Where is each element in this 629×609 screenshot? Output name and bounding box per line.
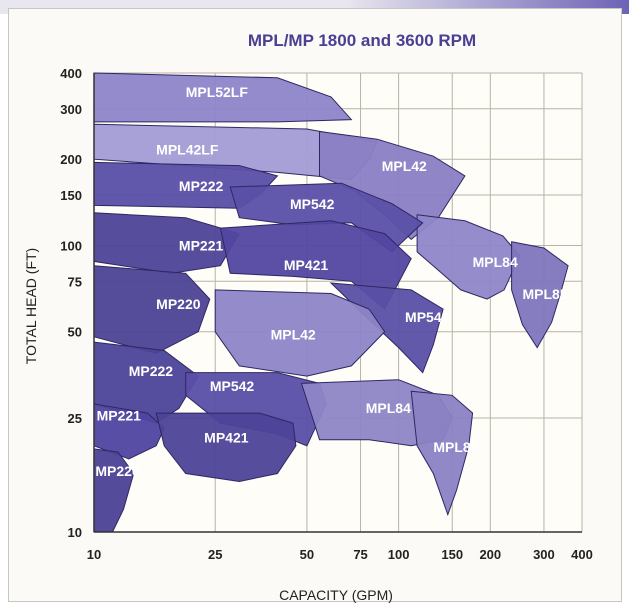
curve-label-mpl52lf: MPL52LF xyxy=(186,84,249,100)
curve-label-mp221: MP221 xyxy=(179,238,224,254)
curve-region-mpl84 xyxy=(416,214,521,300)
y-axis-label: TOTAL HEAD (FT) xyxy=(23,248,39,364)
y-tick-label: 100 xyxy=(60,238,82,253)
x-tick-label: 50 xyxy=(300,547,314,562)
y-tick-label: 200 xyxy=(60,152,82,167)
x-tick-label: 75 xyxy=(353,547,367,562)
curve-label-mpl42: MPL42 xyxy=(271,326,316,342)
curve-label-mpl42: MPL42 xyxy=(382,158,427,174)
curve-label-mp222: MP222 xyxy=(129,363,174,379)
x-tick-label: 150 xyxy=(441,547,463,562)
plot-area: MPL52LFMPL42LFMPL42MPL84MPL85MP222MP542M… xyxy=(60,66,593,562)
y-tick-label: 300 xyxy=(60,102,82,117)
curve-label-mpl85: MPL85 xyxy=(522,286,567,302)
y-tick-label: 10 xyxy=(68,525,82,540)
curve-region-mp421 xyxy=(155,412,297,483)
curve-label-mpl84: MPL84 xyxy=(473,254,518,270)
x-tick-label: 200 xyxy=(479,547,501,562)
curve-label-mp541: MP541 xyxy=(405,309,450,325)
curve-label-mpl84: MPL84 xyxy=(366,400,411,416)
x-tick-label: 300 xyxy=(533,547,555,562)
curve-region-mpl42 xyxy=(214,289,386,377)
x-tick-label: 100 xyxy=(388,547,410,562)
y-tick-label: 150 xyxy=(60,188,82,203)
chart-title: MPL/MP 1800 and 3600 RPM xyxy=(248,31,476,50)
curve-label-mpl42lf: MPL42LF xyxy=(156,141,219,157)
curve-label-mpl85: MPL85 xyxy=(433,439,478,455)
curve-label-mp542: MP542 xyxy=(290,196,335,212)
curve-region-mpl85 xyxy=(410,390,474,517)
curve-region-mpl85 xyxy=(511,241,569,349)
curve-label-mp221: MP221 xyxy=(97,408,142,424)
y-tick-label: 25 xyxy=(68,411,82,426)
y-tick-label: 75 xyxy=(68,274,82,289)
x-tick-label: 400 xyxy=(571,547,593,562)
curve-label-mp220: MP220 xyxy=(156,296,201,312)
curve-label-mp542: MP542 xyxy=(210,378,255,394)
curve-label-mp421: MP421 xyxy=(284,257,329,273)
curve-label-mp421: MP421 xyxy=(204,430,249,446)
x-tick-label: 10 xyxy=(87,547,101,562)
x-tick-label: 25 xyxy=(208,547,222,562)
curve-label-mp222: MP222 xyxy=(179,178,224,194)
x-axis-label: CAPACITY (GPM) xyxy=(279,587,393,603)
y-tick-label: 50 xyxy=(68,325,82,340)
y-tick-label: 400 xyxy=(60,66,82,81)
curve-label-mp220: MP220 xyxy=(95,463,140,479)
